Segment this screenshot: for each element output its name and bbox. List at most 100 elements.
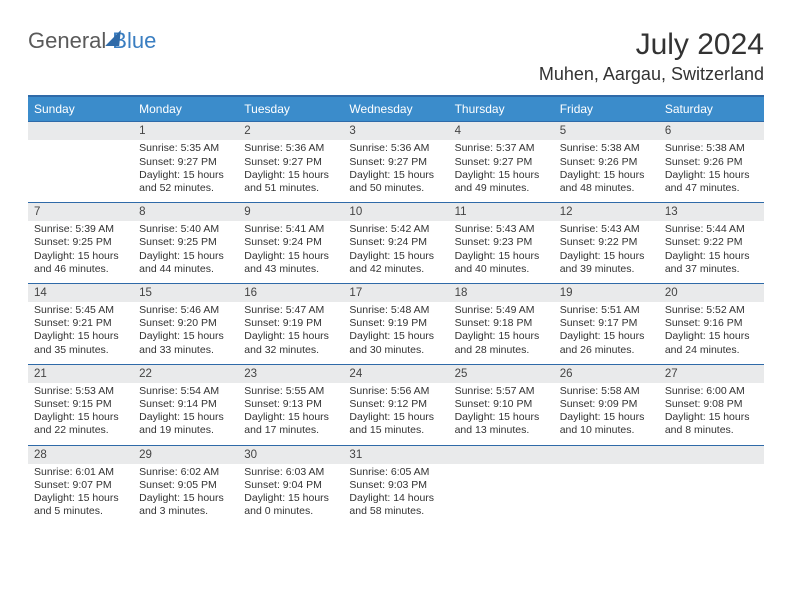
day-detail-cell: Sunrise: 5:47 AMSunset: 9:19 PMDaylight:… [238,302,343,364]
daylight-text: Daylight: 15 hours and 28 minutes. [455,330,548,356]
day-number-cell [554,445,659,464]
day-detail-cell: Sunrise: 5:44 AMSunset: 9:22 PMDaylight:… [659,221,764,283]
day-number-cell: 29 [133,445,238,464]
day-detail-row: Sunrise: 5:45 AMSunset: 9:21 PMDaylight:… [28,302,764,364]
day-number-row: 21222324252627 [28,364,764,383]
daylight-text: Daylight: 15 hours and 17 minutes. [244,411,337,437]
day-detail-cell: Sunrise: 5:37 AMSunset: 9:27 PMDaylight:… [449,140,554,202]
sunset-text: Sunset: 9:09 PM [560,398,653,411]
daylight-text: Daylight: 15 hours and 22 minutes. [34,411,127,437]
day-detail-row: Sunrise: 5:35 AMSunset: 9:27 PMDaylight:… [28,140,764,202]
day-number-cell: 2 [238,122,343,141]
daylight-text: Daylight: 15 hours and 46 minutes. [34,250,127,276]
daylight-text: Daylight: 15 hours and 37 minutes. [665,250,758,276]
sunrise-text: Sunrise: 5:53 AM [34,385,127,398]
sunrise-text: Sunrise: 5:36 AM [244,142,337,155]
sunset-text: Sunset: 9:04 PM [244,479,337,492]
day-number-cell: 15 [133,283,238,302]
daylight-text: Daylight: 15 hours and 8 minutes. [665,411,758,437]
sunset-text: Sunset: 9:26 PM [665,156,758,169]
day-number-cell: 7 [28,202,133,221]
day-number-cell: 13 [659,202,764,221]
daylight-text: Daylight: 15 hours and 42 minutes. [349,250,442,276]
sunrise-text: Sunrise: 5:54 AM [139,385,232,398]
sunset-text: Sunset: 9:14 PM [139,398,232,411]
day-number-cell: 27 [659,364,764,383]
calendar-table: Sunday Monday Tuesday Wednesday Thursday… [28,97,764,532]
sunset-text: Sunset: 9:03 PM [349,479,442,492]
weekday-header-row: Sunday Monday Tuesday Wednesday Thursday… [28,97,764,122]
weekday-header: Sunday [28,97,133,122]
sunset-text: Sunset: 9:17 PM [560,317,653,330]
sunset-text: Sunset: 9:27 PM [139,156,232,169]
sunset-text: Sunset: 9:24 PM [349,236,442,249]
day-detail-row: Sunrise: 5:39 AMSunset: 9:25 PMDaylight:… [28,221,764,283]
day-detail-cell: Sunrise: 6:03 AMSunset: 9:04 PMDaylight:… [238,464,343,532]
day-detail-cell: Sunrise: 5:40 AMSunset: 9:25 PMDaylight:… [133,221,238,283]
day-number-cell: 10 [343,202,448,221]
day-detail-cell: Sunrise: 5:38 AMSunset: 9:26 PMDaylight:… [554,140,659,202]
sunset-text: Sunset: 9:15 PM [34,398,127,411]
day-number-cell: 26 [554,364,659,383]
sunset-text: Sunset: 9:26 PM [560,156,653,169]
day-number-cell: 8 [133,202,238,221]
daylight-text: Daylight: 15 hours and 39 minutes. [560,250,653,276]
day-number-cell: 5 [554,122,659,141]
sunset-text: Sunset: 9:16 PM [665,317,758,330]
sunset-text: Sunset: 9:18 PM [455,317,548,330]
day-detail-cell: Sunrise: 5:46 AMSunset: 9:20 PMDaylight:… [133,302,238,364]
sunrise-text: Sunrise: 5:39 AM [34,223,127,236]
day-number-row: 28293031 [28,445,764,464]
day-number-cell: 4 [449,122,554,141]
day-detail-cell: Sunrise: 5:38 AMSunset: 9:26 PMDaylight:… [659,140,764,202]
daylight-text: Daylight: 15 hours and 48 minutes. [560,169,653,195]
day-detail-cell: Sunrise: 6:05 AMSunset: 9:03 PMDaylight:… [343,464,448,532]
sunset-text: Sunset: 9:24 PM [244,236,337,249]
daylight-text: Daylight: 15 hours and 26 minutes. [560,330,653,356]
day-detail-cell: Sunrise: 5:48 AMSunset: 9:19 PMDaylight:… [343,302,448,364]
sunrise-text: Sunrise: 6:05 AM [349,466,442,479]
weekday-header: Monday [133,97,238,122]
day-number-cell: 3 [343,122,448,141]
day-number-cell: 20 [659,283,764,302]
weekday-header: Tuesday [238,97,343,122]
day-number-cell [449,445,554,464]
day-number-cell: 17 [343,283,448,302]
daylight-text: Daylight: 15 hours and 24 minutes. [665,330,758,356]
sunset-text: Sunset: 9:22 PM [560,236,653,249]
logo-text-general: General [28,28,106,54]
day-number-cell: 14 [28,283,133,302]
sunrise-text: Sunrise: 5:41 AM [244,223,337,236]
daylight-text: Daylight: 15 hours and 32 minutes. [244,330,337,356]
sunset-text: Sunset: 9:20 PM [139,317,232,330]
logo-triangle-icon [105,30,121,46]
weekday-header: Wednesday [343,97,448,122]
sunrise-text: Sunrise: 5:43 AM [455,223,548,236]
day-number-cell: 18 [449,283,554,302]
sunrise-text: Sunrise: 5:48 AM [349,304,442,317]
day-number-cell: 28 [28,445,133,464]
sunset-text: Sunset: 9:05 PM [139,479,232,492]
day-number-cell: 12 [554,202,659,221]
day-detail-cell: Sunrise: 6:01 AMSunset: 9:07 PMDaylight:… [28,464,133,532]
day-number-cell: 1 [133,122,238,141]
day-detail-cell: Sunrise: 5:49 AMSunset: 9:18 PMDaylight:… [449,302,554,364]
sunset-text: Sunset: 9:27 PM [349,156,442,169]
weekday-header: Thursday [449,97,554,122]
day-number-cell: 22 [133,364,238,383]
sunrise-text: Sunrise: 6:02 AM [139,466,232,479]
sunrise-text: Sunrise: 5:38 AM [665,142,758,155]
sunrise-text: Sunrise: 5:46 AM [139,304,232,317]
day-detail-cell [449,464,554,532]
sunset-text: Sunset: 9:25 PM [34,236,127,249]
sunrise-text: Sunrise: 5:47 AM [244,304,337,317]
day-number-cell: 23 [238,364,343,383]
sunrise-text: Sunrise: 5:40 AM [139,223,232,236]
day-number-cell [28,122,133,141]
sunrise-text: Sunrise: 5:44 AM [665,223,758,236]
sunset-text: Sunset: 9:08 PM [665,398,758,411]
sunrise-text: Sunrise: 5:43 AM [560,223,653,236]
sunrise-text: Sunrise: 5:58 AM [560,385,653,398]
day-number-row: 123456 [28,122,764,141]
sunrise-text: Sunrise: 5:56 AM [349,385,442,398]
